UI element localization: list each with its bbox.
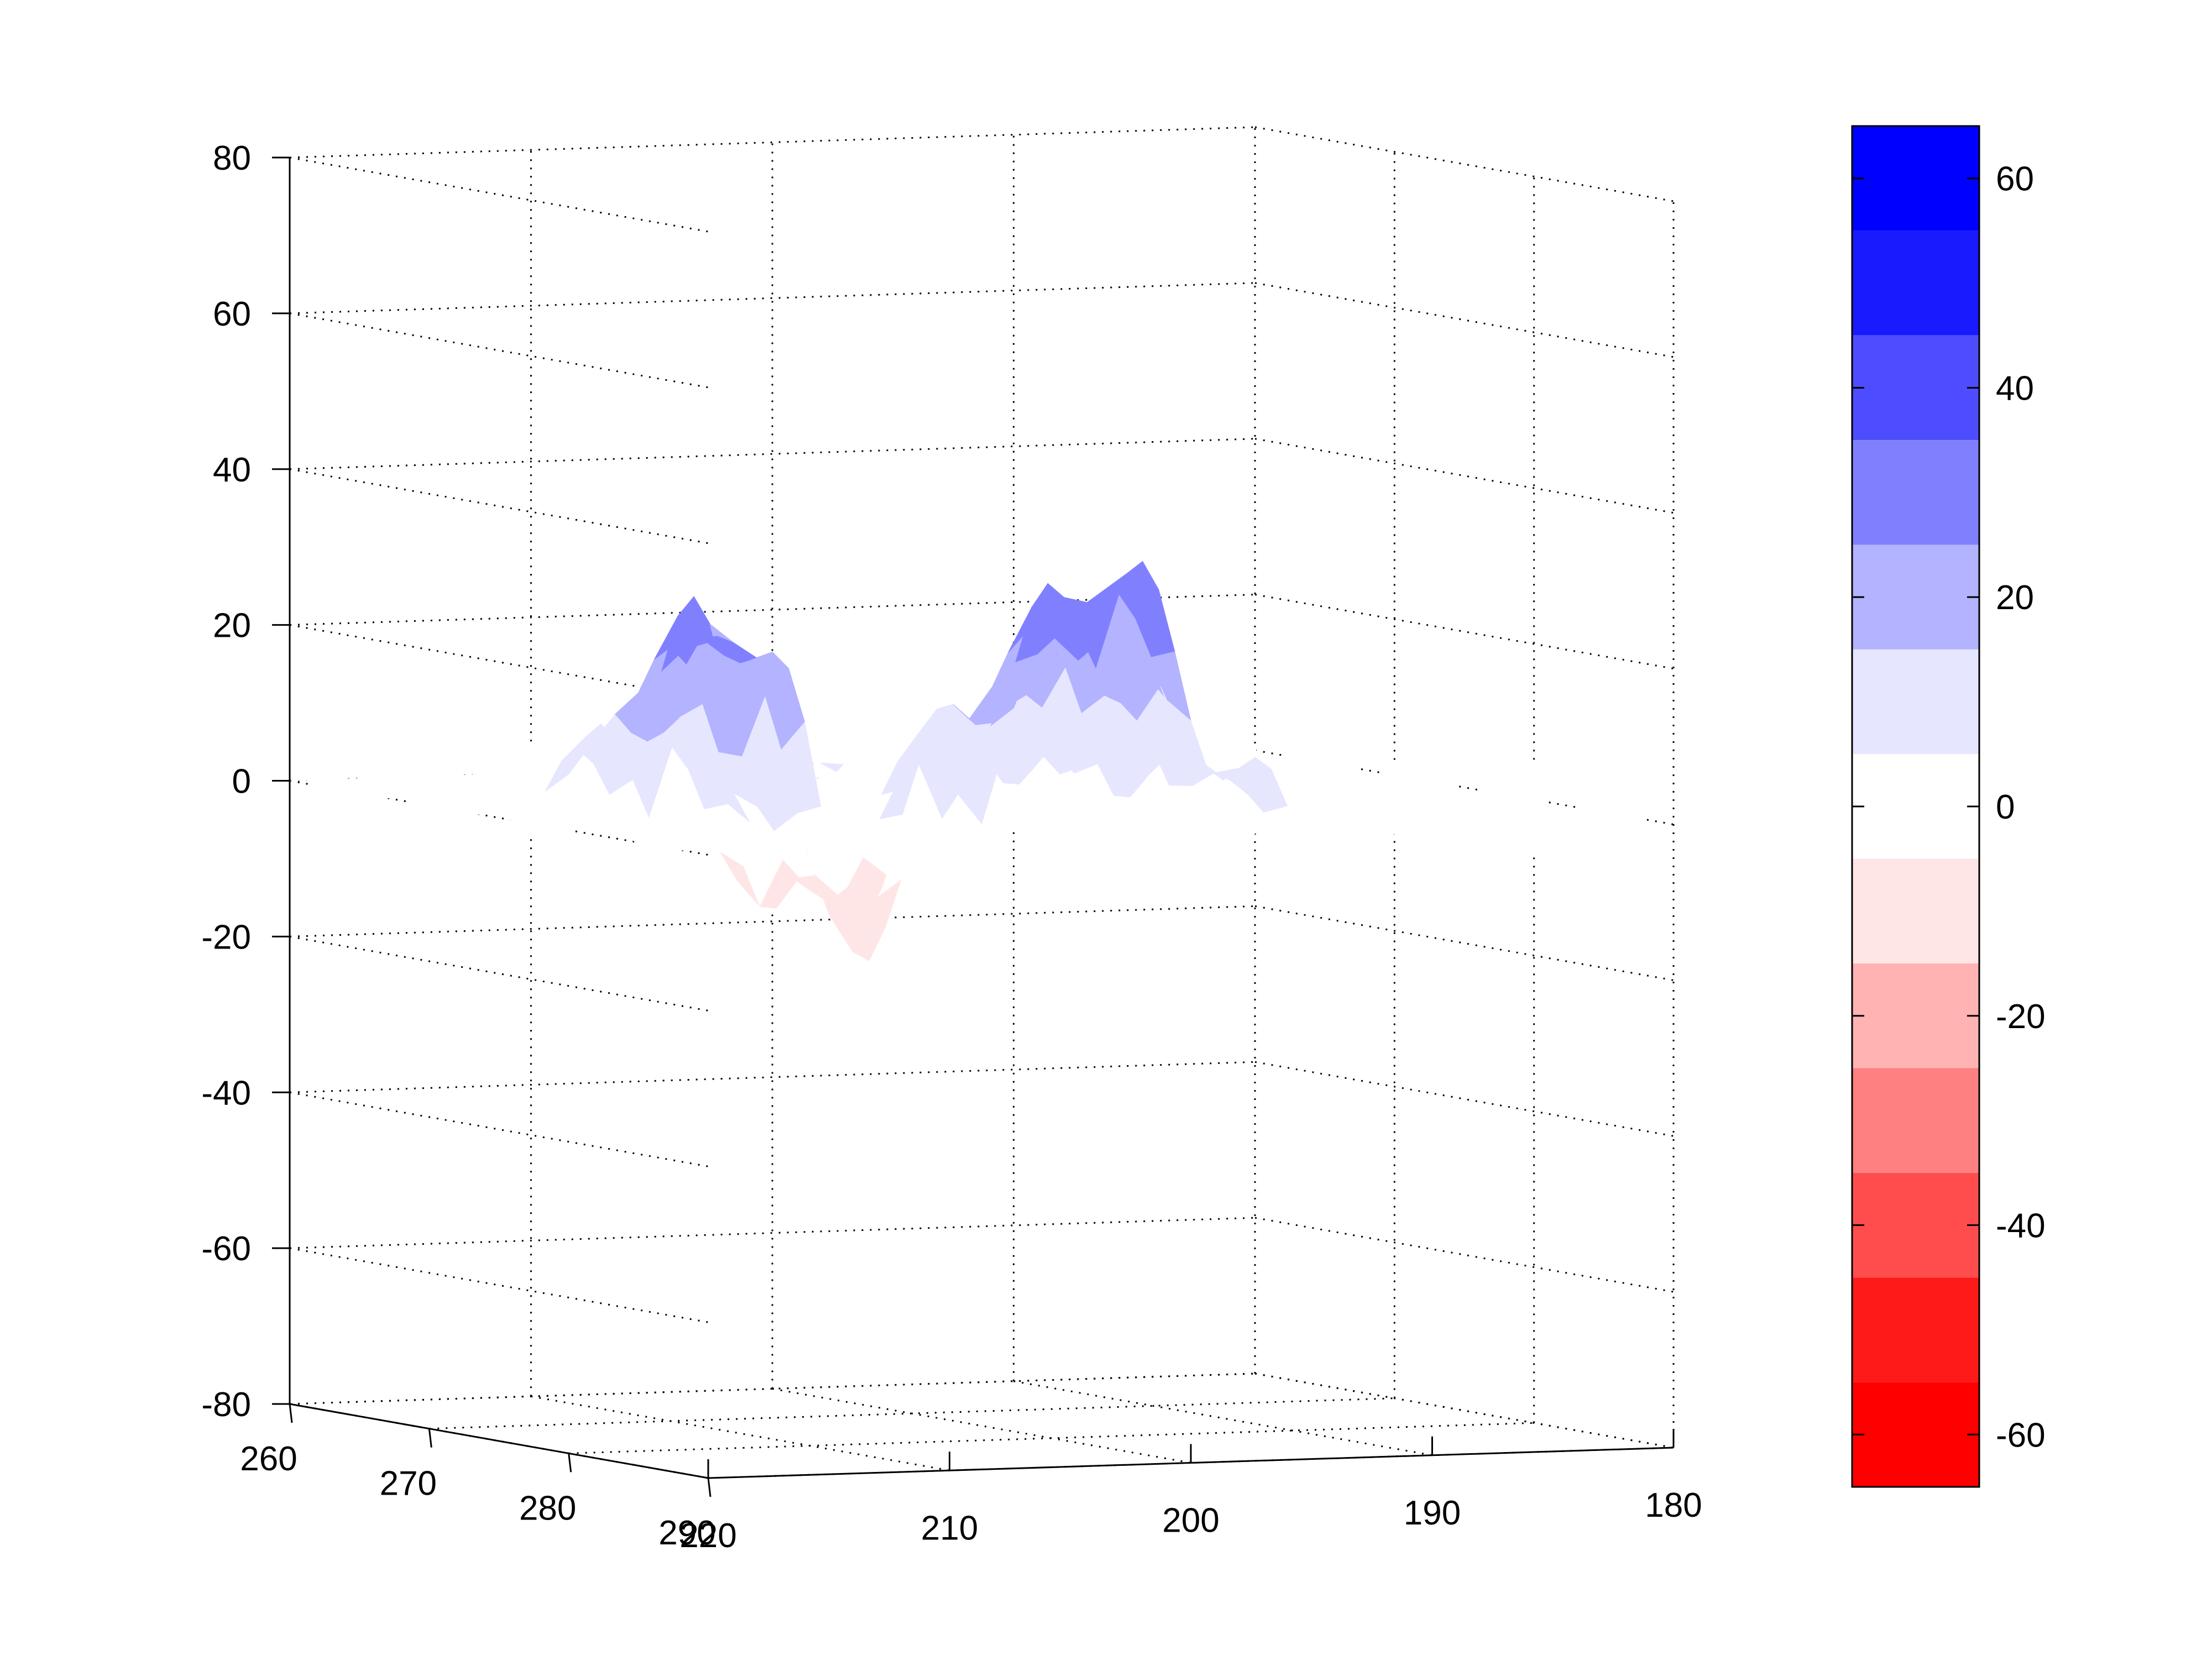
grid-line-floor-x bbox=[1013, 1380, 1432, 1456]
grid-line-back-z bbox=[289, 1061, 1256, 1093]
x-tick-label: 220 bbox=[679, 1517, 736, 1555]
colorbar-level bbox=[1852, 1382, 1979, 1487]
colorbar-tick-label: 0 bbox=[1996, 788, 2015, 826]
colorbar-tick-label: -60 bbox=[1996, 1416, 2046, 1454]
y-tick-label: 260 bbox=[240, 1440, 297, 1478]
grid-line-floor-y bbox=[568, 1422, 1534, 1454]
y-tick-label: 270 bbox=[380, 1465, 437, 1503]
z-tick-label: 40 bbox=[213, 451, 251, 489]
grid-line-left-z bbox=[289, 156, 709, 233]
y-tick-label: 290 bbox=[658, 1514, 715, 1552]
y-axis-line bbox=[289, 1403, 709, 1479]
grid-line-back-z bbox=[289, 126, 1256, 159]
colorbar-tick-label: 40 bbox=[1996, 369, 2034, 407]
z-tick-label: 20 bbox=[213, 607, 251, 645]
colorbar-level bbox=[1852, 1068, 1979, 1173]
x-tick-label: 190 bbox=[1404, 1494, 1461, 1532]
grid-line-side-z bbox=[1254, 126, 1674, 202]
grid-line-floor-x bbox=[772, 1388, 1191, 1464]
grid-line-back-z bbox=[289, 905, 1256, 937]
colorbar-tick-label: 20 bbox=[1996, 579, 2034, 617]
grid-line-left-z bbox=[289, 935, 709, 1012]
grid-line-left-z bbox=[289, 468, 709, 544]
grid-line-floor-y bbox=[429, 1397, 1395, 1430]
surface-facet bbox=[1633, 830, 1674, 870]
colorbar-level bbox=[1852, 230, 1979, 336]
grid-line-back-z bbox=[289, 1217, 1256, 1249]
x-tick-label: 180 bbox=[1645, 1486, 1702, 1524]
y-tick-mark bbox=[289, 1403, 293, 1423]
z-tick-label: 60 bbox=[213, 295, 251, 333]
z-tick-label: 0 bbox=[232, 763, 251, 801]
grid-line-side-z bbox=[1254, 1372, 1674, 1449]
grid-line-side-z bbox=[1254, 594, 1674, 670]
colorbar-level bbox=[1852, 1277, 1979, 1382]
x-tick-label: 200 bbox=[1162, 1502, 1219, 1540]
colorbar-level bbox=[1852, 1172, 1979, 1278]
grid-line-floor-x bbox=[531, 1395, 950, 1471]
colorbar-level bbox=[1852, 963, 1979, 1068]
y-tick-label: 280 bbox=[519, 1489, 576, 1527]
surface-mesh bbox=[289, 560, 1674, 962]
grid-line-back-z bbox=[289, 438, 1256, 470]
z-tick-label: -80 bbox=[201, 1386, 251, 1424]
grid-line-left-z bbox=[289, 312, 709, 389]
z-tick-label: -60 bbox=[201, 1230, 251, 1268]
colorbar-level bbox=[1852, 440, 1979, 545]
grid-line-side-z bbox=[1254, 905, 1674, 981]
grid-line-side-z bbox=[1254, 282, 1674, 358]
colorbar: 60 40 20 0 -20 -40 -60 bbox=[1851, 125, 2046, 1488]
z-tick-label: -40 bbox=[201, 1074, 251, 1112]
colorbar-level bbox=[1852, 754, 1979, 859]
grid-line-left-z bbox=[289, 1091, 709, 1167]
grid-line-side-z bbox=[1254, 1217, 1674, 1293]
colorbar-level bbox=[1852, 649, 1979, 754]
colorbar-level bbox=[1852, 335, 1979, 441]
grid-line-floor-x bbox=[1254, 1372, 1674, 1449]
colorbar-tick-label: 60 bbox=[1996, 160, 2034, 198]
y-tick-mark bbox=[568, 1453, 572, 1473]
colorbar-tick-label: -40 bbox=[1996, 1207, 2046, 1245]
y-tick-mark bbox=[707, 1477, 712, 1497]
z-tick-label: 80 bbox=[213, 139, 251, 177]
colorbar-tick-label: -20 bbox=[1996, 998, 2046, 1036]
grid-line-side-z bbox=[1254, 438, 1674, 514]
grid-line-left-z bbox=[289, 1247, 709, 1323]
grid-line-back-z bbox=[289, 282, 1256, 315]
colorbar-level bbox=[1852, 126, 1979, 231]
x-tick-label: 210 bbox=[921, 1509, 978, 1547]
colorbar-level bbox=[1852, 858, 1979, 964]
z-tick-label: -20 bbox=[201, 918, 251, 956]
grid-line-floor-y bbox=[289, 1372, 1256, 1405]
grid-line-side-z bbox=[1254, 1061, 1674, 1137]
colorbar-level bbox=[1852, 544, 1979, 649]
y-tick-mark bbox=[428, 1428, 432, 1448]
